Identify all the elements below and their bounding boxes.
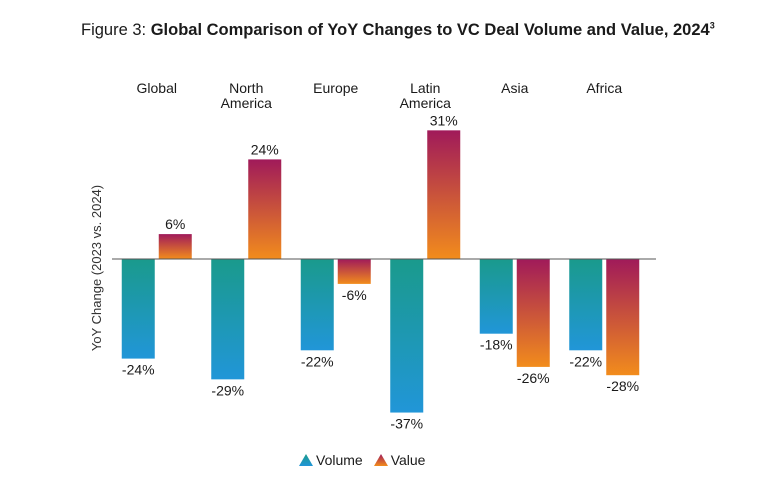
data-labels: -24%6%-29%24%-22%-6%-37%31%-18%-26%-22%-… [122, 112, 639, 431]
category-label: Latin America [400, 80, 452, 111]
data-label-value: 6% [165, 216, 185, 232]
data-label-volume: -18% [480, 337, 513, 353]
bar-value [606, 259, 640, 376]
category-label: North America [221, 80, 273, 111]
data-label-volume: -22% [569, 353, 602, 369]
category-label: Africa [586, 80, 622, 96]
y-axis-label: YoY Change (2023 vs. 2024) [89, 185, 104, 351]
legend-item-volume: Volume [298, 452, 363, 468]
footnote-marker: 3 [709, 20, 715, 31]
bar-volume [300, 259, 334, 351]
figure-title: Global Comparison of YoY Changes to VC D… [150, 21, 710, 39]
legend-item-value: Value [373, 452, 426, 468]
category-label: Global [137, 80, 177, 96]
legend-label-volume: Volume [316, 452, 363, 468]
data-label-volume: -37% [390, 416, 423, 432]
data-label-volume: -22% [301, 353, 334, 369]
bar-value [337, 259, 371, 284]
data-label-value: -6% [342, 287, 367, 303]
data-label-value: 31% [430, 112, 458, 128]
data-label-value: 24% [251, 141, 279, 157]
bar-volume [211, 259, 245, 380]
bars [121, 130, 640, 413]
figure-label: Figure 3: [81, 21, 151, 39]
bar-value [427, 130, 461, 259]
bar-volume [569, 259, 603, 351]
data-label-volume: -24% [122, 362, 155, 378]
bar-value [248, 159, 282, 259]
bar-volume [121, 259, 155, 359]
bar-volume [390, 259, 424, 413]
legend-label-value: Value [390, 452, 426, 468]
chart-title: Figure 3: Global Comparison of YoY Chang… [81, 20, 721, 41]
bar-value [158, 234, 192, 259]
category-label: Europe [313, 80, 358, 96]
data-label-volume: -29% [211, 382, 244, 398]
category-label: Asia [501, 80, 528, 96]
triangle-icon [373, 454, 388, 466]
bar-volume [479, 259, 513, 334]
category-labels: Global North America Europe Latin America Asia… [137, 80, 623, 111]
data-label-value: -26% [517, 370, 550, 386]
data-label-value: -28% [606, 378, 639, 394]
triangle-icon [299, 454, 313, 466]
bar-value [516, 259, 550, 367]
legend: Volume Value [298, 452, 435, 468]
